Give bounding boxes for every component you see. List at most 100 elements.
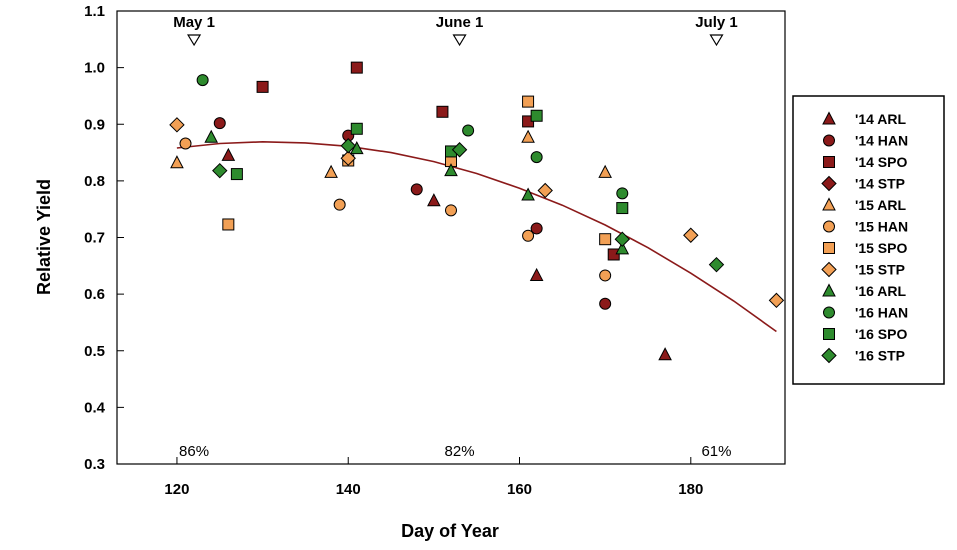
- data-point: [616, 202, 629, 215]
- y-tick-label: 0.4: [84, 399, 106, 416]
- data-point: [530, 151, 543, 164]
- y-tick-label: 1.1: [84, 3, 105, 20]
- data-point: [607, 248, 620, 261]
- legend-marker: [821, 175, 837, 192]
- x-tick-label: 120: [164, 481, 189, 498]
- legend-marker: [823, 306, 835, 319]
- legend-marker: [821, 261, 837, 278]
- data-point: [537, 182, 553, 199]
- data-point: [599, 233, 612, 246]
- date-marker-icon: [709, 34, 724, 47]
- legend-marker: [823, 134, 835, 147]
- data-point: [436, 105, 449, 118]
- x-tick-label: 160: [507, 481, 532, 498]
- data-point: [530, 109, 543, 122]
- data-point: [521, 129, 535, 143]
- data-point: [445, 204, 457, 217]
- data-point: [169, 117, 185, 133]
- date-marker-label: June 1: [436, 14, 484, 31]
- y-tick-label: 0.9: [84, 116, 105, 133]
- data-point: [179, 137, 192, 150]
- data-point: [598, 164, 612, 178]
- legend-marker: [823, 220, 835, 233]
- data-point: [522, 229, 535, 242]
- data-point: [451, 142, 468, 158]
- data-point: [410, 183, 423, 196]
- data-point: [230, 168, 243, 181]
- legend-entry-label: '14 STP: [855, 176, 905, 192]
- data-point: [530, 222, 543, 235]
- legend-entry-label: '15 SPO: [855, 240, 907, 256]
- legend: '14 ARL '14 HAN '14 SPO '14 STP '15 ARL '15 H…: [792, 95, 945, 385]
- y-tick-label: 0.6: [84, 286, 105, 303]
- percent-label: 82%: [445, 443, 475, 460]
- date-marker-icon: [187, 34, 202, 47]
- data-point: [222, 218, 235, 231]
- data-point: [196, 74, 209, 87]
- y-axis-title: Relative Yield: [34, 179, 54, 295]
- data-point: [324, 164, 338, 178]
- data-point: [768, 292, 785, 309]
- data-point: [204, 129, 219, 143]
- data-point: [599, 297, 612, 310]
- x-axis-title: Day of Year: [401, 521, 499, 541]
- data-point: [599, 269, 612, 282]
- data-point: [212, 162, 228, 179]
- y-tick-label: 0.7: [84, 230, 105, 247]
- plot-area: 0.3 0.4 0.5 0.6 0.7 0.8 0.9 1.0 1.1 120 140 160 180 M…: [84, 3, 786, 498]
- data-point: [427, 193, 441, 207]
- date-marker-label: July 1: [695, 14, 738, 31]
- date-marker-icon: [452, 34, 467, 47]
- legend-entry-label: '14 SPO: [855, 154, 907, 170]
- y-tick-label: 0.5: [84, 343, 105, 360]
- data-point: [522, 95, 535, 108]
- legend-entry-label: '16 SPO: [855, 326, 907, 342]
- legend-marker: [822, 283, 836, 297]
- data-point: [170, 155, 184, 169]
- percent-label: 61%: [701, 443, 731, 460]
- data-point: [462, 124, 475, 137]
- legend-marker: [823, 156, 835, 168]
- fit-curve: [176, 140, 777, 333]
- data-point: [683, 227, 699, 243]
- data-point: [444, 163, 458, 177]
- legend-entry-label: '15 HAN: [855, 219, 908, 235]
- legend-entry-label: '16 STP: [855, 348, 905, 364]
- percent-label: 86%: [179, 443, 209, 460]
- data-point: [213, 117, 226, 130]
- y-tick-label: 0.8: [84, 173, 105, 190]
- x-tick-label: 180: [678, 481, 703, 498]
- data-point: [350, 122, 363, 135]
- legend-entry-label: '15 ARL: [855, 197, 906, 213]
- legend-marker: [822, 197, 836, 211]
- legend-marker: [823, 328, 835, 340]
- legend-entry-label: '14 ARL: [855, 111, 906, 127]
- data-point: [340, 138, 356, 154]
- data-point: [708, 256, 725, 273]
- plot-frame: [116, 10, 786, 465]
- legend-entry-label: '15 STP: [855, 262, 905, 278]
- y-tick-label: 1.0: [84, 60, 105, 77]
- legend-entry-label: '16 HAN: [855, 305, 908, 321]
- data-point: [658, 347, 672, 361]
- data-point: [221, 147, 236, 161]
- legend-marker: [821, 347, 837, 364]
- y-tick-label: 0.3: [84, 456, 105, 473]
- data-point: [529, 267, 544, 281]
- x-tick-label: 140: [336, 481, 361, 498]
- legend-box: [792, 95, 945, 385]
- date-marker-label: May 1: [173, 14, 215, 31]
- data-point: [333, 198, 346, 211]
- legend-entry-label: '14 HAN: [855, 133, 908, 149]
- data-point: [350, 61, 363, 74]
- legend-entry-label: '16 ARL: [855, 283, 906, 299]
- legend-marker: [822, 111, 836, 125]
- data-point: [614, 231, 630, 247]
- data-point: [256, 80, 269, 93]
- data-point: [616, 187, 629, 200]
- legend-marker: [823, 242, 835, 254]
- data-point: [521, 187, 535, 201]
- data-point: [340, 150, 356, 166]
- data-point: [615, 241, 630, 255]
